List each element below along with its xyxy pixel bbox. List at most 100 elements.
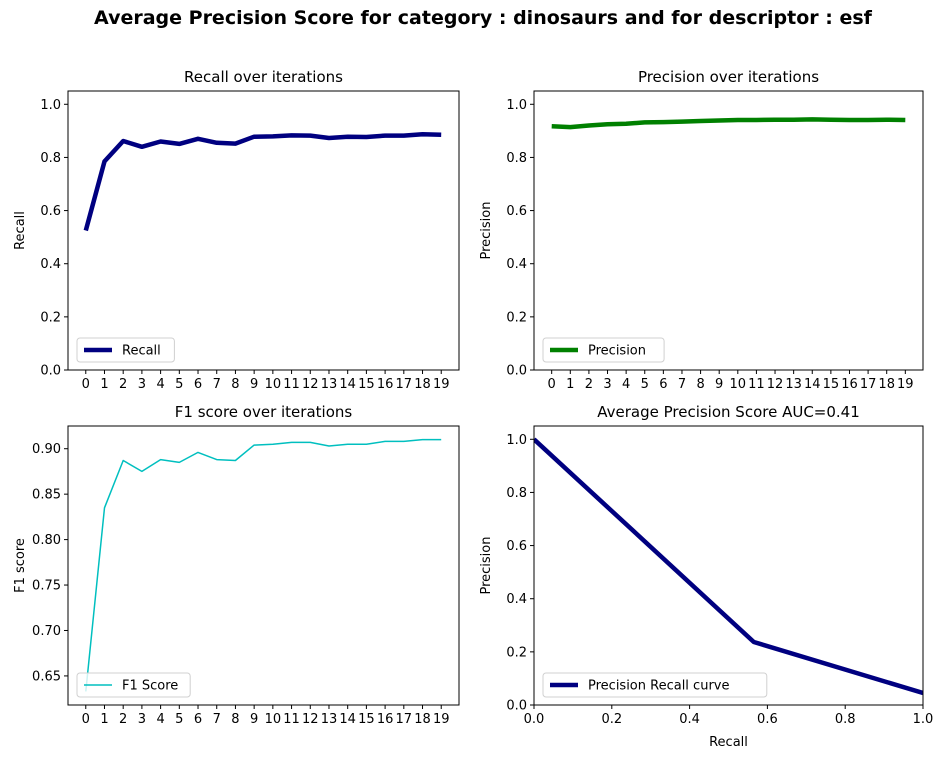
axes-frame (67, 90, 460, 371)
series-line-recall (83, 132, 442, 232)
x-tick-label: 2 (119, 377, 127, 392)
x-tick-label: 4 (622, 377, 630, 392)
y-tick-label: 0.70 (32, 624, 61, 639)
x-tick-label: 11 (748, 377, 765, 392)
y-tick-label: 1.0 (40, 98, 61, 113)
x-tick-label: 0 (548, 377, 556, 392)
y-tick-label: 0.0 (506, 364, 527, 379)
x-tick-label: 10 (265, 712, 282, 727)
y-tick-label: 0.4 (40, 257, 61, 272)
subplot-2: Precision over iterations 0.0 0.2 0.4 0.6 0.8… (479, 68, 924, 392)
x-tick-label: 2 (119, 712, 127, 727)
y-tick-label: 1.0 (506, 98, 527, 113)
x-tick-label: 2 (585, 377, 593, 392)
x-tick-label: 13 (321, 712, 338, 727)
y-axis-label: Precision (479, 201, 494, 259)
x-tick-label: 0 (82, 377, 90, 392)
subplot-4: Average Precision Score AUC=0.41 0.0 0.2 0.… (479, 403, 933, 750)
legend-box (76, 337, 175, 363)
x-tick-label: 5 (175, 377, 183, 392)
y-tick-label: 0.90 (32, 442, 61, 457)
y-tick-label: 0.4 (506, 592, 527, 607)
y-tick-label: 0.6 (506, 204, 527, 219)
y-tick-label: 0.2 (40, 310, 61, 325)
x-tick-label: 11 (283, 377, 300, 392)
y-tick-label: 0.85 (32, 488, 61, 503)
legend-box (542, 337, 665, 363)
x-tick-label: 0.6 (757, 712, 778, 727)
x-tick-label: 13 (785, 377, 802, 392)
legend-label: Precision Recall curve (588, 679, 729, 694)
x-tick-label: 9 (250, 377, 258, 392)
y-tick-label: 1.0 (506, 433, 527, 448)
subplot-3: F1 score over iterations 0.65 0.70 0.75 0.80… (13, 403, 460, 727)
x-tick-label: 3 (138, 712, 146, 727)
x-tick-label: 6 (194, 377, 202, 392)
subplot-title: Precision over iterations (638, 68, 819, 86)
x-tick-label: 18 (414, 377, 431, 392)
legend-label: F1 Score (122, 679, 178, 694)
y-tick-label: 0.6 (40, 204, 61, 219)
x-tick-label: 15 (358, 377, 375, 392)
legend: F1 Score (76, 672, 191, 698)
x-tick-label: 6 (659, 377, 667, 392)
axes-frame (67, 425, 460, 706)
legend: Recall (76, 337, 175, 363)
x-tick-label: 1 (100, 712, 108, 727)
x-tick-label: 0.2 (601, 712, 622, 727)
x-tick-label: 0.0 (524, 712, 545, 727)
x-tick-label: 0.8 (835, 712, 856, 727)
x-tick-label: 5 (175, 712, 183, 727)
axes-frame (533, 425, 924, 706)
x-tick-label: 12 (302, 712, 319, 727)
x-axis-label: Recall (709, 735, 748, 750)
x-tick-label: 0 (82, 712, 90, 727)
series-line-precision-recall-curve (534, 437, 923, 696)
x-tick-label: 19 (433, 712, 450, 727)
x-tick-label: 14 (339, 377, 356, 392)
legend-box (76, 672, 191, 698)
y-tick-label: 0.6 (506, 539, 527, 554)
y-tick-label: 0.8 (506, 151, 527, 166)
x-tick-label: 3 (138, 377, 146, 392)
x-tick-label: 6 (194, 712, 202, 727)
legend: Precision (542, 337, 665, 363)
x-tick-label: 9 (250, 712, 258, 727)
x-tick-label: 13 (321, 377, 338, 392)
subplot-title: F1 score over iterations (175, 403, 353, 421)
x-tick-label: 5 (641, 377, 649, 392)
y-axis-label: Precision (479, 536, 494, 594)
x-tick-label: 1 (100, 377, 108, 392)
x-tick-label: 19 (897, 377, 914, 392)
x-tick-label: 7 (213, 712, 221, 727)
x-tick-label: 14 (804, 377, 821, 392)
x-tick-label: 7 (678, 377, 686, 392)
subplot-title: Average Precision Score AUC=0.41 (597, 403, 860, 421)
y-tick-label: 0.8 (40, 151, 61, 166)
y-axis-label: Recall (13, 211, 28, 250)
legend-box (542, 672, 768, 698)
x-tick-label: 19 (433, 377, 450, 392)
figure-suptitle: Average Precision Score for category : d… (94, 7, 873, 29)
x-tick-label: 3 (603, 377, 611, 392)
y-tick-label: 0.2 (506, 645, 527, 660)
subplot-title: Recall over iterations (184, 68, 343, 86)
x-tick-label: 17 (396, 377, 413, 392)
y-tick-label: 0.0 (40, 364, 61, 379)
axes-frame (533, 90, 924, 371)
x-tick-label: 1 (566, 377, 574, 392)
y-tick-label: 0.65 (32, 669, 61, 684)
y-axis-label: F1 score (13, 538, 28, 593)
x-tick-label: 14 (339, 712, 356, 727)
x-tick-label: 10 (265, 377, 282, 392)
series-line-precision (551, 117, 906, 130)
x-tick-label: 16 (377, 712, 394, 727)
x-tick-label: 4 (156, 377, 164, 392)
x-tick-label: 10 (730, 377, 747, 392)
x-tick-label: 15 (358, 712, 375, 727)
x-tick-label: 12 (302, 377, 319, 392)
x-tick-label: 4 (156, 712, 164, 727)
x-tick-label: 0.4 (679, 712, 700, 727)
y-tick-label: 0.0 (506, 699, 527, 714)
